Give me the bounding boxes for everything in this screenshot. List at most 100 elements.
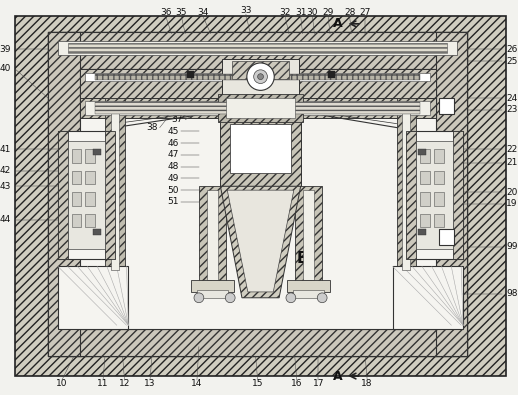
Bar: [232, 61, 289, 79]
Text: A: A: [333, 370, 342, 383]
Bar: [295, 186, 322, 284]
Bar: [293, 290, 324, 298]
Bar: [71, 192, 81, 206]
Text: 39: 39: [0, 45, 11, 54]
Bar: [434, 149, 443, 163]
Bar: [105, 132, 115, 259]
Text: 48: 48: [168, 162, 179, 171]
Text: 27: 27: [359, 8, 371, 17]
Text: 37: 37: [171, 115, 183, 124]
Bar: [48, 329, 467, 357]
Circle shape: [257, 74, 264, 80]
Bar: [434, 192, 443, 206]
Bar: [397, 98, 416, 274]
Bar: [197, 290, 228, 298]
Text: 35: 35: [176, 8, 187, 17]
Bar: [420, 192, 430, 206]
Bar: [303, 190, 314, 280]
Bar: [418, 149, 426, 155]
Text: 34: 34: [197, 8, 209, 17]
Bar: [48, 32, 467, 357]
Bar: [95, 74, 420, 80]
Circle shape: [318, 293, 327, 303]
Bar: [221, 118, 300, 186]
Text: 11: 11: [97, 379, 109, 388]
Text: 44: 44: [0, 215, 11, 224]
Text: 47: 47: [168, 150, 179, 160]
Text: 21: 21: [506, 158, 517, 167]
Bar: [58, 132, 68, 259]
Bar: [199, 186, 226, 284]
Bar: [80, 69, 436, 329]
Bar: [93, 149, 101, 155]
Text: 23: 23: [506, 105, 517, 115]
Bar: [85, 73, 430, 81]
Bar: [85, 192, 95, 206]
Bar: [222, 59, 299, 102]
Text: 43: 43: [0, 182, 11, 191]
Text: 25: 25: [506, 56, 517, 66]
Bar: [58, 267, 128, 329]
Text: 18: 18: [362, 379, 373, 388]
Text: 98: 98: [506, 290, 517, 298]
Text: 38: 38: [146, 123, 157, 132]
Bar: [328, 71, 335, 78]
Text: 75: 75: [244, 115, 255, 124]
Bar: [80, 69, 436, 98]
Bar: [187, 71, 194, 78]
Text: 19: 19: [506, 199, 517, 208]
Text: 28: 28: [344, 8, 355, 17]
Text: 26: 26: [506, 45, 517, 54]
Circle shape: [286, 293, 296, 303]
Text: 15: 15: [252, 379, 263, 388]
Text: 51: 51: [168, 198, 179, 207]
Bar: [420, 171, 430, 184]
Text: 41: 41: [0, 145, 11, 154]
Text: 20: 20: [506, 188, 517, 197]
Bar: [48, 32, 467, 69]
Circle shape: [254, 70, 267, 83]
Bar: [416, 141, 453, 249]
Bar: [226, 98, 295, 118]
Bar: [95, 102, 420, 114]
Bar: [80, 98, 436, 118]
Bar: [68, 141, 105, 249]
Bar: [418, 229, 426, 235]
Bar: [402, 102, 410, 271]
Text: 30: 30: [307, 8, 318, 17]
Bar: [71, 214, 81, 228]
Bar: [230, 124, 291, 173]
Bar: [111, 102, 119, 271]
Bar: [434, 214, 443, 228]
Text: C: C: [442, 101, 451, 111]
Bar: [406, 132, 416, 259]
Text: 24: 24: [506, 94, 517, 103]
Polygon shape: [227, 190, 294, 292]
Polygon shape: [221, 186, 300, 298]
Text: 50: 50: [168, 186, 179, 195]
Text: 14: 14: [191, 379, 203, 388]
Bar: [85, 101, 430, 115]
Circle shape: [194, 293, 204, 303]
Bar: [71, 171, 81, 184]
Text: 16: 16: [291, 379, 303, 388]
Text: 32: 32: [279, 8, 291, 17]
Text: 13: 13: [144, 379, 156, 388]
Bar: [191, 280, 234, 292]
Bar: [58, 132, 115, 259]
Bar: [393, 267, 463, 329]
Circle shape: [225, 293, 235, 303]
Bar: [58, 41, 457, 55]
Text: A: A: [333, 17, 342, 30]
Text: 49: 49: [168, 174, 179, 183]
Bar: [439, 229, 454, 245]
Bar: [453, 132, 463, 259]
Circle shape: [247, 63, 274, 90]
Bar: [219, 94, 303, 122]
Bar: [287, 280, 330, 292]
Text: B: B: [297, 251, 308, 266]
Text: 99: 99: [506, 243, 517, 251]
Text: C: C: [442, 232, 451, 242]
Bar: [436, 32, 467, 357]
Bar: [85, 214, 95, 228]
